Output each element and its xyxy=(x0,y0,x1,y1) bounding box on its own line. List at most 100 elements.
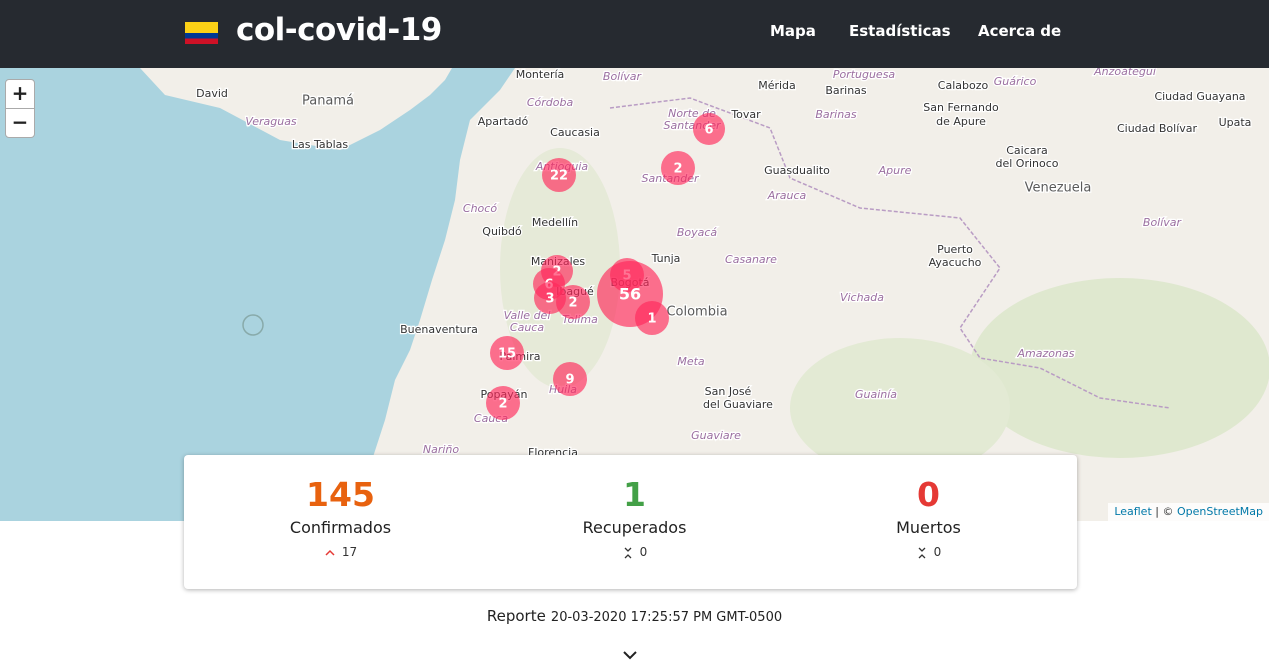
leaflet-link[interactable]: Leaflet xyxy=(1114,505,1152,518)
map-label: Colombia xyxy=(666,305,727,320)
change-icon xyxy=(918,547,926,558)
osm-link[interactable]: OpenStreetMap xyxy=(1176,505,1263,518)
map-label: Arauca xyxy=(767,189,807,202)
stat: 0 Muertos 0 xyxy=(780,473,1077,559)
map-label: del Guaviare xyxy=(703,398,773,411)
report: Reporte 20-03-2020 17:25:57 PM GMT-0500 xyxy=(0,606,1269,625)
map-label: Nariño xyxy=(423,443,460,456)
map-label: Cauca xyxy=(510,321,544,334)
change-arrow xyxy=(918,547,926,558)
stat-change: 0 xyxy=(780,545,1077,559)
map-label: de Apure xyxy=(936,115,986,128)
cluster-count: 3 xyxy=(545,292,554,307)
map-label: Caicara xyxy=(1006,144,1048,157)
navbar: col-covid-19 Mapa Estadísticas Acerca de xyxy=(0,0,1269,68)
change-value: 17 xyxy=(341,545,358,559)
stat-label: Muertos xyxy=(896,518,961,537)
cluster-count: 1 xyxy=(647,312,656,327)
map-label: Ciudad Guayana xyxy=(1154,90,1245,103)
stat-change: 0 xyxy=(486,545,783,559)
attribution: Leaflet | © OpenStreetMap xyxy=(1108,503,1269,521)
map-label: Anzoátegui xyxy=(1093,68,1156,78)
brand[interactable]: col-covid-19 xyxy=(236,12,442,48)
map-label: Apure xyxy=(878,164,912,177)
map-label: Boyacá xyxy=(677,226,718,239)
map-label: Calabozo xyxy=(938,79,989,92)
attribution-separator: | © xyxy=(1155,505,1174,518)
map-label: Upata xyxy=(1219,116,1252,129)
map-label: Meta xyxy=(677,355,705,368)
stat: 1 Recuperados 0 xyxy=(486,473,783,559)
stat-change: 17 xyxy=(192,545,489,559)
cluster-marker[interactable] xyxy=(556,285,590,319)
map-label: Buenaventura xyxy=(400,323,478,336)
map-label: Barinas xyxy=(815,108,857,121)
map-label: David xyxy=(196,87,228,100)
cluster-count: 2 xyxy=(673,162,682,177)
map-label: Guainía xyxy=(855,388,897,401)
cluster-marker[interactable] xyxy=(486,386,520,420)
map-label: Vichada xyxy=(840,291,884,304)
nav-link[interactable]: Mapa xyxy=(770,22,816,40)
change-value: 0 xyxy=(639,545,648,559)
stat-value: 0 xyxy=(917,475,940,514)
map-label: Caucasia xyxy=(550,126,600,139)
map[interactable]: Montería Bolívar David Panamá Mérida Barinas P… xyxy=(0,68,1269,521)
change-value: 0 xyxy=(933,545,942,559)
map-label: Montería xyxy=(516,68,565,81)
stat-value: 1 xyxy=(623,475,646,514)
map-label: Apartadó xyxy=(478,115,529,128)
zoom-in[interactable]: + xyxy=(5,79,35,109)
map-label: Bolívar xyxy=(603,70,643,83)
map-label: Tunja xyxy=(651,252,681,265)
nav-link[interactable]: Estadísticas xyxy=(849,22,951,40)
map-label: Portuguesa xyxy=(833,68,896,81)
cluster-marker[interactable] xyxy=(553,362,587,396)
map-label: Barinas xyxy=(825,84,867,97)
cluster-count: 22 xyxy=(550,169,568,184)
change-arrow xyxy=(325,549,335,556)
cluster-marker[interactable] xyxy=(542,158,576,192)
cluster-count: 2 xyxy=(498,397,507,412)
map-label: Amazonas xyxy=(1017,347,1075,360)
map-label: Guaviare xyxy=(691,429,741,442)
report-label: Reporte xyxy=(486,607,546,625)
cluster-count: 56 xyxy=(619,285,641,304)
cluster-marker[interactable] xyxy=(490,336,524,370)
map-label: San José xyxy=(705,385,752,398)
map-label: Bolívar xyxy=(1143,216,1183,229)
map-label: Valle del xyxy=(504,309,551,322)
map-label: Casanare xyxy=(725,253,777,266)
map-label: Ciudad Bolívar xyxy=(1117,122,1198,135)
nav-link[interactable]: Acerca de xyxy=(978,22,1062,40)
report-timestamp: 20-03-2020 17:25:57 PM GMT-0500 xyxy=(550,610,783,625)
scroll-chevron[interactable] xyxy=(622,649,638,661)
cluster-count: 6 xyxy=(704,123,713,138)
map-label: Panamá xyxy=(302,94,354,109)
flag-icon xyxy=(185,22,218,44)
cluster-marker[interactable] xyxy=(661,151,695,185)
change-icon xyxy=(624,547,632,558)
map-label: Guárico xyxy=(994,75,1037,88)
cluster-count: 9 xyxy=(565,373,574,388)
map-label: Tovar xyxy=(730,108,761,121)
map-label: del Orinoco xyxy=(995,157,1058,170)
map-label: Chocó xyxy=(463,202,497,215)
cluster-marker[interactable] xyxy=(635,301,669,335)
map-label: Puerto xyxy=(937,243,973,256)
cluster-count: 15 xyxy=(498,347,516,362)
map-label: Ayacucho xyxy=(929,256,982,269)
map-label: Córdoba xyxy=(527,96,574,109)
map-label: San Fernando xyxy=(923,101,999,114)
stat-label: Recuperados xyxy=(582,518,687,537)
cluster-marker[interactable] xyxy=(693,113,725,145)
change-arrow xyxy=(624,547,632,558)
map-label: Veraguas xyxy=(245,115,297,128)
zoom-out[interactable]: − xyxy=(5,108,35,138)
map-label: Guasdualito xyxy=(764,164,830,177)
stat-label: Confirmados xyxy=(289,518,392,537)
map-label: Mérida xyxy=(758,79,796,92)
map-label: Medellín xyxy=(532,216,578,229)
stats-card: 145 Confirmados 17 1 Recuperados 0 0 Muertos 0 xyxy=(184,455,1077,589)
